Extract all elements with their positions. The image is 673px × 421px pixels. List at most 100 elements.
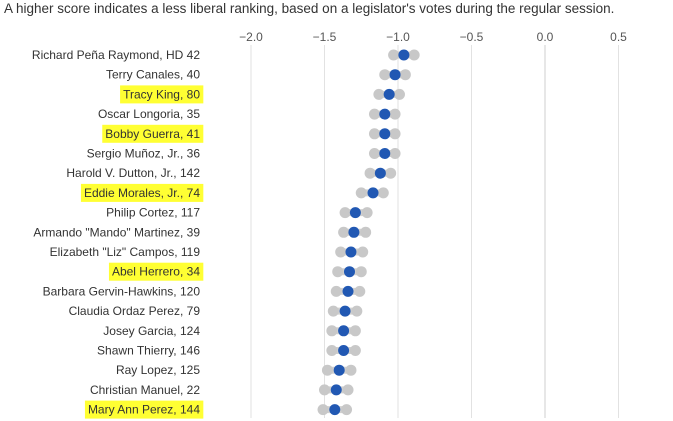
- interval-high-dot: [385, 167, 397, 179]
- legislator-row: Tracy King, 80: [120, 85, 405, 104]
- row-label: Oscar Longoria, 35: [98, 107, 200, 121]
- row-label: Elizabeth "Liz" Campos, 119: [50, 245, 201, 259]
- score-point: [374, 167, 386, 179]
- row-label: Harold V. Dutton, Jr., 142: [66, 166, 200, 180]
- row-label: Christian Manuel, 22: [90, 383, 200, 397]
- row-label: Terry Canales, 40: [106, 68, 200, 82]
- label-highlight: [108, 262, 204, 281]
- interval-low-dot: [332, 266, 344, 278]
- score-point: [338, 325, 350, 337]
- legislator-row: Claudia Ordaz Perez, 79: [69, 304, 363, 318]
- interval-low-dot: [388, 49, 400, 61]
- score-point: [345, 246, 357, 258]
- row-label: Claudia Ordaz Perez, 79: [69, 304, 201, 318]
- interval-high-dot: [349, 325, 361, 337]
- interval-high-dot: [349, 345, 361, 356]
- legislator-row: Ray Lopez, 125: [116, 363, 357, 377]
- score-point: [398, 49, 410, 61]
- interval-low-dot: [330, 285, 342, 297]
- interval-low-dot: [319, 384, 330, 396]
- interval-high-dot: [351, 305, 363, 317]
- interval-high-dot: [377, 187, 389, 199]
- interval-high-dot: [389, 128, 401, 140]
- interval-low-dot: [364, 167, 376, 179]
- legislator-row: Mary Ann Perez, 144: [84, 400, 353, 419]
- legislator-row: Christian Manuel, 22: [90, 383, 354, 397]
- row-label: Armando "Mando" Martinez, 39: [33, 225, 200, 239]
- score-point: [339, 305, 351, 317]
- score-point: [389, 69, 401, 81]
- row-label: Sergio Muñoz, Jr., 36: [87, 147, 201, 161]
- interval-high-dot: [393, 88, 405, 100]
- interval-high-dot: [354, 285, 366, 297]
- score-point: [348, 226, 360, 238]
- interval-high-dot: [345, 364, 357, 376]
- interval-low-dot: [326, 325, 338, 337]
- legislator-row: Richard Peña Raymond, HD 42: [32, 48, 420, 62]
- x-tick-label: −2.0: [239, 30, 263, 44]
- interval-low-dot: [338, 226, 350, 238]
- row-label: Richard Peña Raymond, HD 42: [32, 48, 200, 62]
- interval-high-dot: [357, 246, 369, 258]
- x-tick-label: −0.5: [460, 30, 484, 44]
- row-label: Eddie Morales, Jr., 74: [84, 186, 200, 200]
- row-label: Ray Lopez, 125: [116, 363, 200, 377]
- interval-low-dot: [368, 108, 380, 120]
- legislator-row: Harold V. Dutton, Jr., 142: [66, 166, 397, 180]
- label-highlight: [102, 124, 204, 143]
- chart-subtitle: A higher score indicates a less liberal …: [4, 1, 615, 16]
- x-tick-label: 0.5: [610, 30, 627, 44]
- score-point: [329, 404, 341, 416]
- interval-high-dot: [389, 148, 401, 159]
- legislator-row: Bobby Guerra, 41: [102, 124, 401, 143]
- interval-high-dot: [408, 49, 420, 61]
- score-point: [367, 187, 379, 199]
- row-label: Tracy King, 80: [123, 87, 200, 101]
- legislator-row: Barbara Gervin-Hawkins, 120: [43, 284, 366, 298]
- interval-low-dot: [368, 128, 380, 140]
- interval-high-dot: [389, 108, 401, 120]
- legislator-row: Armando "Mando" Martinez, 39: [33, 225, 372, 239]
- legislator-row: Elizabeth "Liz" Campos, 119: [50, 245, 369, 259]
- score-point: [343, 266, 355, 278]
- label-highlight: [120, 85, 204, 104]
- interval-low-dot: [339, 207, 351, 219]
- legislator-row: Philip Cortez, 117: [106, 206, 373, 220]
- interval-high-dot: [360, 226, 372, 238]
- row-label: Barbara Gervin-Hawkins, 120: [43, 284, 201, 298]
- interval-high-dot: [342, 384, 354, 396]
- row-label: Abel Herrero, 34: [112, 265, 200, 279]
- row-label: Bobby Guerra, 41: [105, 127, 200, 141]
- score-point: [379, 128, 391, 140]
- x-tick-label: −1.5: [313, 30, 337, 44]
- score-point: [349, 207, 361, 219]
- score-point: [383, 88, 395, 100]
- interval-high-dot: [399, 69, 411, 81]
- interval-low-dot: [327, 305, 339, 317]
- legislator-row: Eddie Morales, Jr., 74: [80, 183, 389, 202]
- interval-low-dot: [335, 246, 347, 258]
- interval-high-dot: [361, 207, 373, 219]
- score-point: [342, 285, 354, 297]
- interval-low-dot: [379, 69, 391, 81]
- x-tick-label: −1.0: [386, 30, 410, 44]
- interval-low-dot: [317, 404, 329, 416]
- legislator-row: Terry Canales, 40: [106, 68, 411, 82]
- row-label: Philip Cortez, 117: [106, 206, 200, 220]
- interval-high-dot: [341, 404, 353, 416]
- row-label: Mary Ann Perez, 144: [88, 403, 200, 417]
- legislator-row: Shawn Thierry, 146: [97, 344, 361, 358]
- interval-low-dot: [373, 88, 385, 100]
- row-label: Shawn Thierry, 146: [97, 344, 200, 358]
- legislator-row: Josey Garcia, 124: [103, 324, 361, 338]
- legislator-row: Abel Herrero, 34: [108, 262, 367, 281]
- interval-low-dot: [321, 364, 333, 376]
- score-point: [379, 148, 391, 159]
- interval-low-dot: [368, 148, 380, 159]
- label-highlight: [80, 183, 204, 202]
- score-point: [338, 345, 350, 356]
- score-point: [379, 108, 391, 120]
- interval-low-dot: [326, 345, 338, 356]
- score-point: [330, 384, 342, 396]
